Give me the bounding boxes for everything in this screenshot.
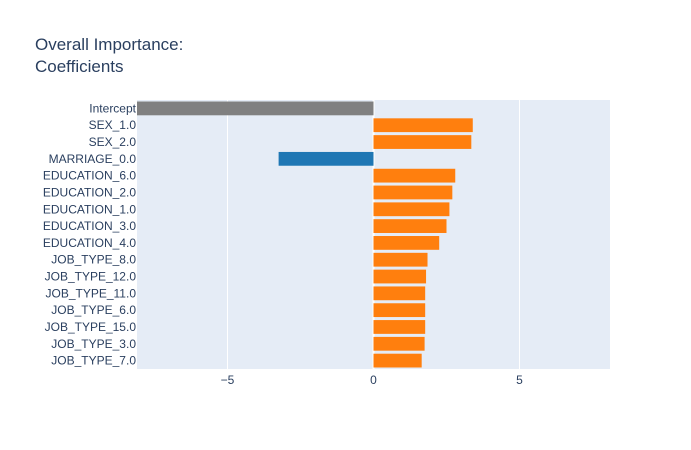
y-tick-label: EDUCATION_3.0 [43,219,136,233]
bar-job-type-8-0[interactable] [373,252,428,267]
y-tick-label: JOB_TYPE_3.0 [51,337,136,351]
y-tick-label: EDUCATION_6.0 [43,169,136,183]
x-tick-label: 0 [370,373,377,387]
x-tick-label: −5 [221,373,235,387]
y-tick-label: JOB_TYPE_6.0 [51,303,136,317]
bar-job-type-6-0[interactable] [373,303,426,318]
bar-job-type-15-0[interactable] [373,320,426,334]
bar-education-1-0[interactable] [373,202,450,217]
bar-education-3-0[interactable] [373,219,447,233]
y-tick-label: JOB_TYPE_8.0 [51,253,136,267]
bar-job-type-7-0[interactable] [373,353,422,368]
y-tick-label: JOB_TYPE_7.0 [51,354,136,368]
y-tick-label: JOB_TYPE_11.0 [46,286,137,300]
bar-job-type-11-0[interactable] [373,286,426,301]
y-tick-label: EDUCATION_1.0 [43,202,136,216]
chart-title: Overall Importance: Coefficients [35,34,183,78]
bar-sex-1-0[interactable] [373,118,473,133]
bar-job-type-12-0[interactable] [373,269,427,284]
chart-title-line-2: Coefficients [35,57,124,76]
bar-sex-2-0[interactable] [373,135,472,149]
bar-education-4-0[interactable] [373,236,440,250]
y-tick-label: MARRIAGE_0.0 [49,152,137,166]
y-axis-labels: Intercept SEX_1.0 SEX_2.0 MARRIAGE_0.0 EDUCA… [43,101,137,367]
bar-education-6-0[interactable] [373,168,456,183]
bar-job-type-3-0[interactable] [373,336,425,351]
y-tick-label: JOB_TYPE_15.0 [45,320,137,334]
y-tick-label: SEX_1.0 [89,118,137,132]
y-tick-label: EDUCATION_2.0 [43,185,136,199]
bar-marriage-0-0[interactable] [278,151,374,166]
bars [137,101,473,368]
bar-education-2-0[interactable] [373,185,453,200]
y-tick-label: EDUCATION_4.0 [43,236,136,250]
y-tick-label: SEX_2.0 [89,135,137,149]
x-axis-labels: −5 0 5 [221,373,523,387]
bar-intercept[interactable] [137,101,374,116]
chart-title-line-1: Overall Importance: [35,35,184,54]
x-tick-label: 5 [516,373,523,387]
y-tick-label: Intercept [89,101,136,115]
y-tick-label: JOB_TYPE_12.0 [45,270,137,284]
